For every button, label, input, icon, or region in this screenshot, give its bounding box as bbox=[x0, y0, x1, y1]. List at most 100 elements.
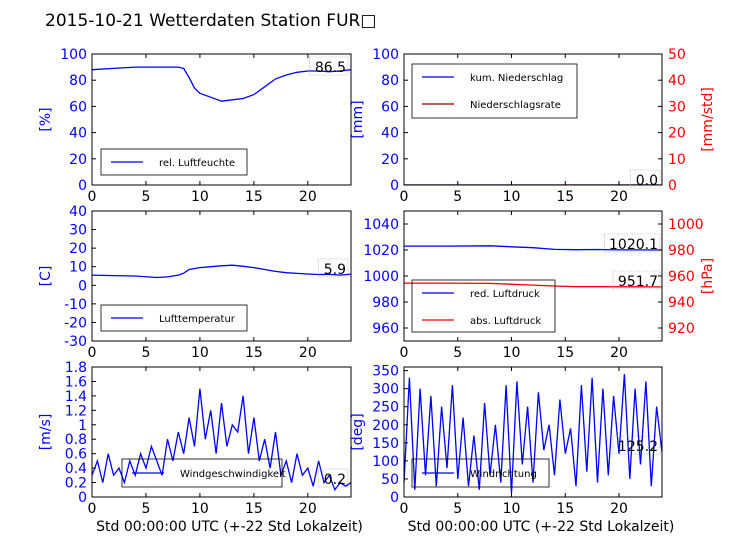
pressure-series-1-line bbox=[404, 245, 662, 251]
pressure-x-tick-label: 15 bbox=[556, 345, 574, 361]
temperature-x-tick-label: 0 bbox=[88, 345, 97, 361]
pressure-value-box bbox=[612, 270, 661, 290]
pressure-legend-box bbox=[411, 279, 556, 333]
wind_speed-value-box bbox=[317, 468, 349, 488]
wind_speed-x-tick-label: 20 bbox=[299, 501, 317, 517]
precipitation-x-tick-label: 20 bbox=[610, 189, 628, 205]
humidity-panel: 0 5 10 15 20 0 20 40 60 80 100 [%] rel. Luftfeuchte 8… bbox=[38, 47, 352, 205]
precipitation-y-tick-label: 60 bbox=[381, 99, 399, 115]
wind_direction-y-tick-label: 0 bbox=[390, 490, 399, 506]
wind_speed-y-tick-label: 1 bbox=[78, 418, 87, 434]
pressure-x-tick-label: 5 bbox=[453, 345, 462, 361]
wind_direction-y-tick-label: 200 bbox=[372, 418, 399, 434]
temperature-legend-box bbox=[100, 304, 248, 332]
temperature-x-tick-label: 5 bbox=[141, 345, 150, 361]
wind_direction-y-tick-label: 300 bbox=[372, 382, 399, 398]
pressure-y2-tick-label: 1000 bbox=[668, 217, 704, 233]
wind_speed-x-tick-label: 10 bbox=[191, 501, 209, 517]
temperature-y-tick-label: -20 bbox=[64, 315, 87, 331]
wind_speed-y-tick-label: 0.2 bbox=[65, 476, 87, 492]
humidity-y-tick-label: 60 bbox=[69, 99, 87, 115]
precipitation-legend-box bbox=[411, 63, 578, 119]
wind_speed-y-tick-label: 1.6 bbox=[65, 374, 87, 390]
pressure-y-tick-label: 960 bbox=[372, 321, 399, 337]
temperature-current-value: 5.9 bbox=[324, 262, 346, 278]
temperature-y-tick-label: 0 bbox=[78, 278, 87, 294]
wind_direction-x-tick-label: 10 bbox=[503, 501, 521, 517]
wind_direction-x-tick-label: 20 bbox=[610, 501, 628, 517]
wind_speed-frame bbox=[91, 366, 352, 498]
pressure-x-tick-label: 20 bbox=[610, 345, 628, 361]
wind_direction-legend-box bbox=[411, 458, 550, 488]
wind_direction-y-axis-label: [deg] bbox=[350, 413, 366, 450]
precipitation-value-box bbox=[629, 169, 661, 189]
temperature-y-tick-label: 20 bbox=[69, 241, 87, 257]
wind_speed-x-tick-label: 0 bbox=[88, 501, 97, 517]
temperature-y-axis-label: [C] bbox=[38, 266, 54, 287]
precipitation-legend-label: Niederschlagsrate bbox=[470, 100, 561, 111]
humidity-y-tick-label: 0 bbox=[78, 178, 87, 194]
wind_speed-x-axis-label: Std 00:00:00 UTC (+-22 Std Lokalzeit) bbox=[96, 519, 363, 535]
pressure-legend-label: abs. Luftdruck bbox=[470, 316, 541, 327]
wind_speed-y-tick-label: 1.8 bbox=[65, 360, 87, 376]
temperature-y-tick-label: 10 bbox=[69, 260, 87, 276]
precipitation-panel: 0 5 10 15 20 0 20 40 60 80 100 0 10 20 30 40 50 [mm] [mm/s… bbox=[350, 47, 716, 205]
precipitation-y2-tick-label: 20 bbox=[668, 126, 686, 142]
precipitation-x-tick-label: 10 bbox=[503, 189, 521, 205]
precipitation-legend-label: kum. Niederschlag bbox=[470, 73, 563, 84]
wind_direction-y-tick-label: 100 bbox=[372, 454, 399, 470]
pressure-current-value: 1020.1 bbox=[609, 237, 658, 253]
precipitation-x-tick-label: 0 bbox=[400, 189, 409, 205]
precipitation-y-tick-label: 0 bbox=[390, 178, 399, 194]
precipitation-y2-axis-label: [mm/std] bbox=[700, 87, 716, 152]
precipitation-y-tick-label: 80 bbox=[381, 73, 399, 89]
humidity-x-tick-label: 10 bbox=[191, 189, 209, 205]
pressure-y-tick-label: 1000 bbox=[363, 269, 399, 285]
pressure-panel: 0 5 10 15 20 960 980 1000 1020 1040 920 940 960 980 10… bbox=[363, 210, 716, 361]
temperature-series-1-line bbox=[92, 264, 351, 279]
precipitation-x-tick-label: 15 bbox=[556, 189, 574, 205]
precipitation-y-tick-label: 20 bbox=[381, 152, 399, 168]
figure-title: 2015-10-21 Wetterdaten Station FUR□ bbox=[45, 11, 376, 31]
wind_speed-y-tick-label: 1.4 bbox=[65, 389, 87, 405]
wind_direction-y-tick-label: 150 bbox=[372, 436, 399, 452]
wind_speed-y-tick-label: 0.6 bbox=[65, 447, 87, 463]
temperature-y-tick-label: -30 bbox=[64, 334, 87, 350]
temperature-y-tick-label: -10 bbox=[64, 297, 87, 313]
humidity-y-axis-label: [%] bbox=[38, 107, 54, 131]
wind_direction-legend-label: Windrichtung bbox=[470, 469, 537, 480]
temperature-value-box bbox=[317, 258, 349, 278]
pressure-y-tick-label: 1020 bbox=[363, 243, 399, 259]
pressure-x-tick-label: 0 bbox=[400, 345, 409, 361]
wind_direction-y-tick-label: 50 bbox=[381, 472, 399, 488]
wind_direction-y-tick-label: 350 bbox=[372, 364, 399, 380]
wind_speed-y-axis-label: [m/s] bbox=[38, 414, 54, 451]
humidity-series-1-line bbox=[92, 66, 351, 102]
precipitation-y-tick-label: 40 bbox=[381, 126, 399, 142]
wind_speed-y-tick-label: 1.2 bbox=[65, 403, 87, 419]
wind_speed-x-tick-label: 5 bbox=[141, 501, 150, 517]
pressure-current-value: 951.7 bbox=[618, 274, 658, 290]
wind_speed-y-tick-label: 0.8 bbox=[65, 432, 87, 448]
wind_direction-x-tick-label: 0 bbox=[400, 501, 409, 517]
temperature-x-tick-label: 20 bbox=[299, 345, 317, 361]
wind_direction-x-tick-label: 15 bbox=[556, 501, 574, 517]
pressure-legend-label: red. Luftdruck bbox=[470, 289, 540, 300]
pressure-y2-tick-label: 920 bbox=[668, 321, 695, 337]
temperature-y-tick-label: 30 bbox=[69, 223, 87, 239]
temperature-frame bbox=[91, 210, 352, 342]
pressure-value-box bbox=[604, 233, 661, 253]
pressure-y2-axis-label: [hPa] bbox=[700, 258, 716, 294]
pressure-y-tick-label: 980 bbox=[372, 295, 399, 311]
wind_direction-current-value: 125.2 bbox=[618, 439, 658, 455]
humidity-current-value: 86.5 bbox=[315, 60, 346, 76]
pressure-series-2-line bbox=[404, 282, 662, 288]
wind_direction-y-tick-label: 250 bbox=[372, 400, 399, 416]
humidity-x-tick-label: 5 bbox=[141, 189, 150, 205]
precipitation-y2-tick-label: 0 bbox=[668, 178, 677, 194]
temperature-x-tick-label: 15 bbox=[245, 345, 263, 361]
humidity-x-tick-label: 15 bbox=[245, 189, 263, 205]
pressure-y2-tick-label: 960 bbox=[668, 269, 695, 285]
